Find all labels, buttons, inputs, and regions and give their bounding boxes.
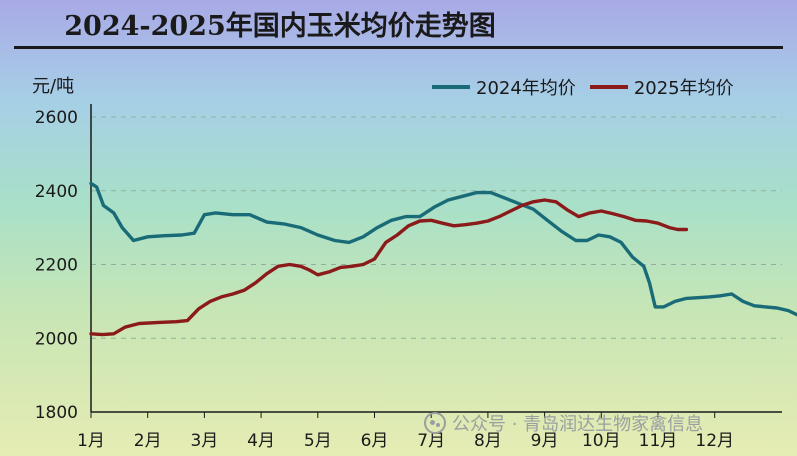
y-tick-label: 2000 (35, 329, 78, 349)
x-tick-label: 4月 (247, 431, 275, 451)
title-rule (14, 46, 783, 49)
x-tick-label: 6月 (361, 431, 389, 451)
x-tick-label: 11月 (639, 431, 678, 451)
x-tick-label: 12月 (695, 431, 734, 451)
chart-legend: 2024年均价 2025年均价 (432, 74, 734, 100)
wechat-icon (424, 412, 446, 434)
x-tick-label: 5月 (304, 431, 332, 451)
legend-swatch-2025 (589, 85, 628, 89)
watermark-text: 公众号 · 青岛润达生物家禽信息 (452, 414, 704, 435)
y-tick-label: 2400 (35, 182, 78, 202)
y-tick-label: 1800 (35, 403, 78, 423)
legend-item-2024: 2024年均价 (432, 74, 576, 100)
x-tick-label: 1月 (77, 431, 105, 451)
x-tick-label: 2月 (134, 431, 162, 451)
x-tick-label: 8月 (474, 431, 502, 451)
x-tick-label: 7月 (417, 431, 445, 451)
series-line-2024 (89, 181, 797, 317)
y-tick-label: 2200 (35, 256, 78, 276)
series-line-2025 (89, 198, 689, 337)
y-unit-label: 元/吨 (32, 76, 75, 97)
legend-swatch-2024 (432, 85, 470, 89)
x-tick-label: 9月 (531, 431, 559, 451)
x-tick-label: 10月 (582, 431, 621, 451)
chart-title: 2024-2025年国内玉米均价走势图 (64, 11, 496, 42)
legend-item-2025: 2025年均价 (589, 74, 734, 100)
x-tick-label: 3月 (190, 431, 218, 451)
legend-label-2024: 2024年均价 (476, 78, 576, 99)
legend-label-2025: 2025年均价 (633, 78, 734, 99)
y-tick-label: 2600 (35, 108, 78, 128)
watermark: 公众号 · 青岛润达生物家禽信息 (424, 410, 703, 436)
